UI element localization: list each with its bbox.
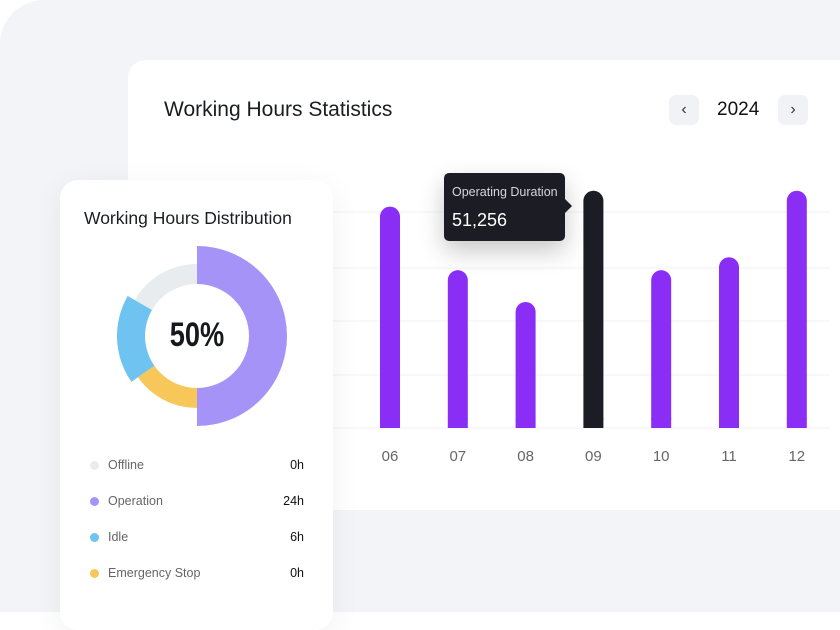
legend-dot bbox=[90, 568, 99, 578]
legend-label: Offline bbox=[108, 458, 144, 472]
donut-center bbox=[145, 284, 249, 388]
tooltip: Operating Duration 51,256 bbox=[444, 173, 572, 241]
legend-dot bbox=[90, 460, 99, 470]
year-label: 2024 bbox=[717, 99, 760, 120]
chevron-right-icon: › bbox=[790, 101, 796, 118]
legend-dot bbox=[90, 496, 99, 506]
card-title: Working Hours Statistics bbox=[164, 98, 393, 121]
donut-segment-offline[interactable] bbox=[134, 264, 197, 314]
legend-label: Emergency Stop bbox=[108, 566, 201, 580]
legend-dot bbox=[90, 532, 99, 542]
donut-chart bbox=[116, 246, 287, 426]
legend-value: 6h bbox=[290, 530, 304, 544]
distribution-card: Working Hours Distribution 50% Offline 0h… bbox=[60, 180, 333, 630]
legend-label: Idle bbox=[108, 530, 129, 544]
distribution-title: Working Hours Distribution bbox=[84, 208, 292, 228]
next-year-button[interactable]: › bbox=[778, 95, 808, 125]
legend-item: Emergency Stop 0h bbox=[90, 566, 304, 580]
donut-segment-emergency-stop[interactable] bbox=[138, 361, 197, 408]
legend-value: 0h bbox=[290, 566, 304, 580]
legend-label: Operation bbox=[108, 494, 163, 508]
legend-item: Offline 0h bbox=[90, 458, 304, 472]
tooltip-value: 51,256 bbox=[452, 210, 508, 230]
legend-item: Operation 24h bbox=[90, 494, 304, 508]
legend-value: 0h bbox=[290, 458, 304, 472]
center-percentage: 50% bbox=[169, 316, 225, 354]
prev-year-button[interactable]: ‹ bbox=[669, 95, 699, 125]
legend-item: Idle 6h bbox=[90, 530, 304, 544]
chevron-left-icon: ‹ bbox=[681, 101, 687, 118]
tooltip-label: Operating Duration bbox=[452, 185, 558, 199]
legend-value: 24h bbox=[283, 494, 304, 508]
